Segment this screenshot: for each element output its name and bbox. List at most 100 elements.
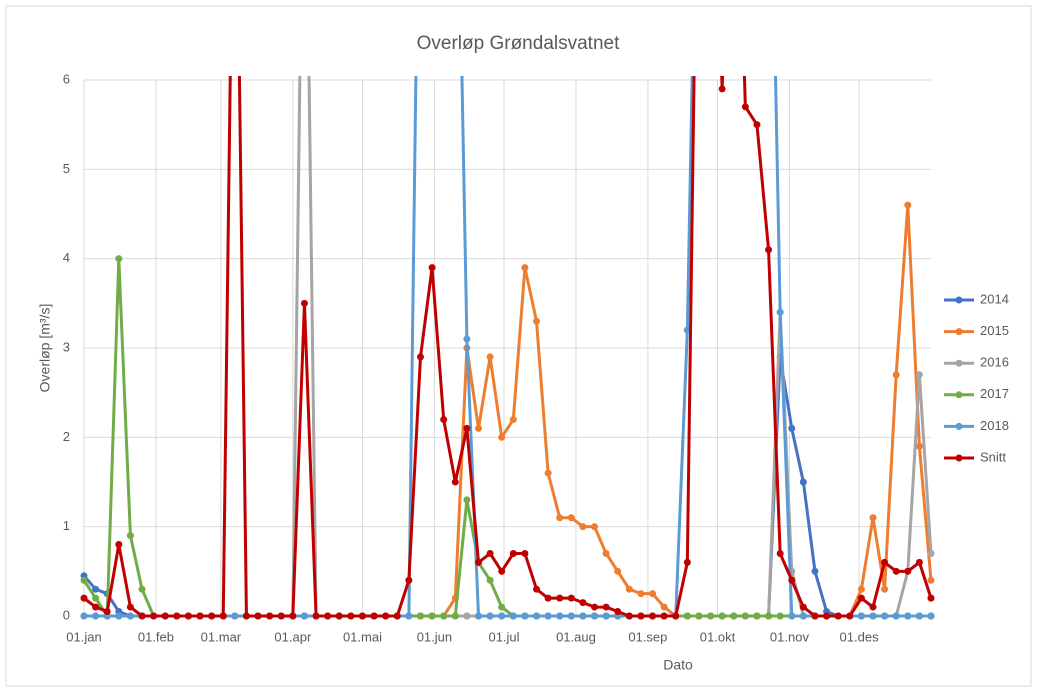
data-point — [660, 612, 668, 620]
data-point — [834, 612, 842, 620]
data-point — [869, 603, 877, 611]
data-point — [730, 612, 738, 620]
data-point — [915, 558, 923, 566]
data-point — [416, 612, 424, 620]
data-point — [474, 424, 482, 432]
data-point — [857, 594, 865, 602]
data-point — [823, 612, 831, 620]
data-point — [138, 585, 146, 593]
data-point — [892, 371, 900, 379]
data-point — [451, 612, 459, 620]
x-tick-label: 01.feb — [138, 629, 174, 644]
data-point — [683, 612, 691, 620]
legend-marker — [955, 296, 963, 304]
data-point — [463, 335, 471, 343]
data-point — [579, 612, 587, 620]
data-point — [625, 612, 633, 620]
legend-marker — [955, 454, 963, 462]
data-point — [741, 103, 749, 111]
data-point — [811, 567, 819, 575]
data-point — [591, 612, 599, 620]
legend-label: 2018 — [980, 418, 1009, 433]
data-point — [533, 612, 541, 620]
x-tick-label: 01.okt — [700, 629, 736, 644]
data-point — [614, 608, 622, 616]
data-point — [579, 599, 587, 607]
y-tick-label: 3 — [63, 339, 70, 354]
data-point — [811, 612, 819, 620]
data-point — [869, 612, 877, 620]
x-tick-label: 01.apr — [274, 629, 312, 644]
data-point — [927, 549, 935, 557]
data-point — [312, 612, 320, 620]
data-point — [521, 612, 529, 620]
data-point — [683, 558, 691, 566]
data-point — [753, 612, 761, 620]
data-point — [428, 612, 436, 620]
data-point — [521, 264, 529, 272]
data-point — [695, 612, 703, 620]
data-point — [904, 612, 912, 620]
data-point — [92, 594, 100, 602]
data-point — [765, 612, 773, 620]
data-point — [126, 532, 134, 540]
data-point — [393, 612, 401, 620]
data-point — [788, 576, 796, 584]
data-point — [672, 612, 680, 620]
data-point — [463, 496, 471, 504]
data-point — [463, 424, 471, 432]
data-point — [126, 603, 134, 611]
legend-marker — [955, 328, 963, 336]
x-axis-label: Dato — [663, 657, 693, 673]
data-point — [892, 567, 900, 575]
data-point — [904, 201, 912, 209]
data-point — [591, 523, 599, 531]
x-tick-label: 01.jan — [66, 629, 101, 644]
y-tick-label: 5 — [63, 161, 70, 176]
data-point — [544, 469, 552, 477]
data-point — [927, 576, 935, 584]
data-point — [115, 255, 123, 263]
data-point — [289, 612, 297, 620]
data-point — [765, 246, 773, 254]
data-point — [857, 585, 865, 593]
data-point — [881, 558, 889, 566]
data-point — [486, 353, 494, 361]
data-point — [103, 608, 111, 616]
data-point — [358, 612, 366, 620]
data-point — [300, 299, 308, 307]
data-point — [300, 612, 308, 620]
data-point — [405, 612, 413, 620]
data-point — [92, 603, 100, 611]
data-point — [799, 603, 807, 611]
x-tick-label: 01.jul — [488, 629, 519, 644]
data-point — [857, 612, 865, 620]
data-point — [196, 612, 204, 620]
data-point — [382, 612, 390, 620]
data-point — [80, 594, 88, 602]
data-point — [602, 612, 610, 620]
data-point — [347, 612, 355, 620]
data-point — [115, 612, 123, 620]
y-tick-label: 6 — [63, 71, 70, 86]
data-point — [649, 590, 657, 598]
data-point — [544, 594, 552, 602]
data-point — [567, 612, 575, 620]
data-point — [567, 594, 575, 602]
data-point — [707, 612, 715, 620]
data-point — [556, 594, 564, 602]
data-point — [474, 612, 482, 620]
data-point — [474, 558, 482, 566]
data-point — [498, 567, 506, 575]
data-point — [509, 549, 517, 557]
legend-label: 2017 — [980, 386, 1009, 401]
data-point — [80, 576, 88, 584]
legend-label: Snitt — [980, 449, 1006, 464]
data-point — [324, 612, 332, 620]
data-point — [741, 612, 749, 620]
data-point — [463, 612, 471, 620]
legend-marker — [955, 391, 963, 399]
legend-marker — [955, 359, 963, 367]
data-point — [881, 585, 889, 593]
data-point — [486, 612, 494, 620]
